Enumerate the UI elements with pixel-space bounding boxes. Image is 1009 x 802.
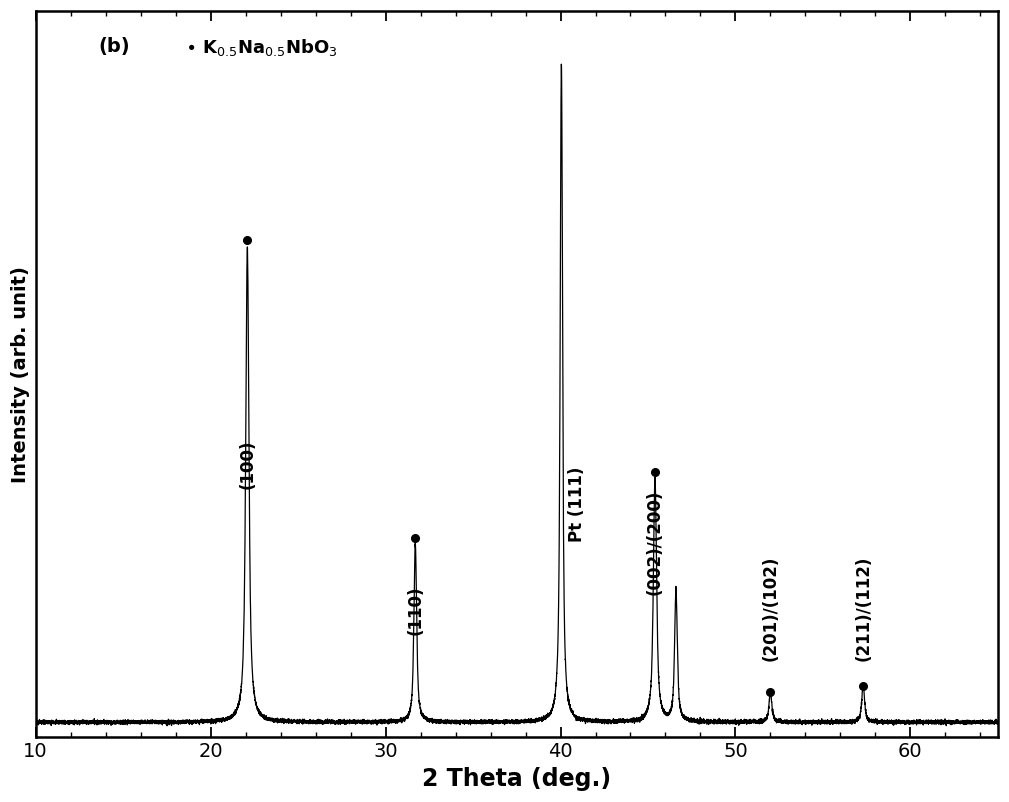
Text: (002)/(200): (002)/(200)	[646, 489, 664, 595]
Text: (b): (b)	[98, 37, 130, 55]
Text: Pt (111): Pt (111)	[567, 467, 585, 542]
Y-axis label: Intensity (arb. unit): Intensity (arb. unit)	[11, 265, 30, 483]
Text: (211)/(112): (211)/(112)	[855, 556, 872, 661]
Text: $\bullet$ K$_{0.5}$Na$_{0.5}$NbO$_{3}$: $\bullet$ K$_{0.5}$Na$_{0.5}$NbO$_{3}$	[185, 37, 337, 58]
X-axis label: 2 Theta (deg.): 2 Theta (deg.)	[422, 767, 611, 791]
Text: (110): (110)	[407, 585, 425, 634]
Text: (201)/(102): (201)/(102)	[762, 556, 780, 661]
Text: (100): (100)	[238, 439, 256, 488]
